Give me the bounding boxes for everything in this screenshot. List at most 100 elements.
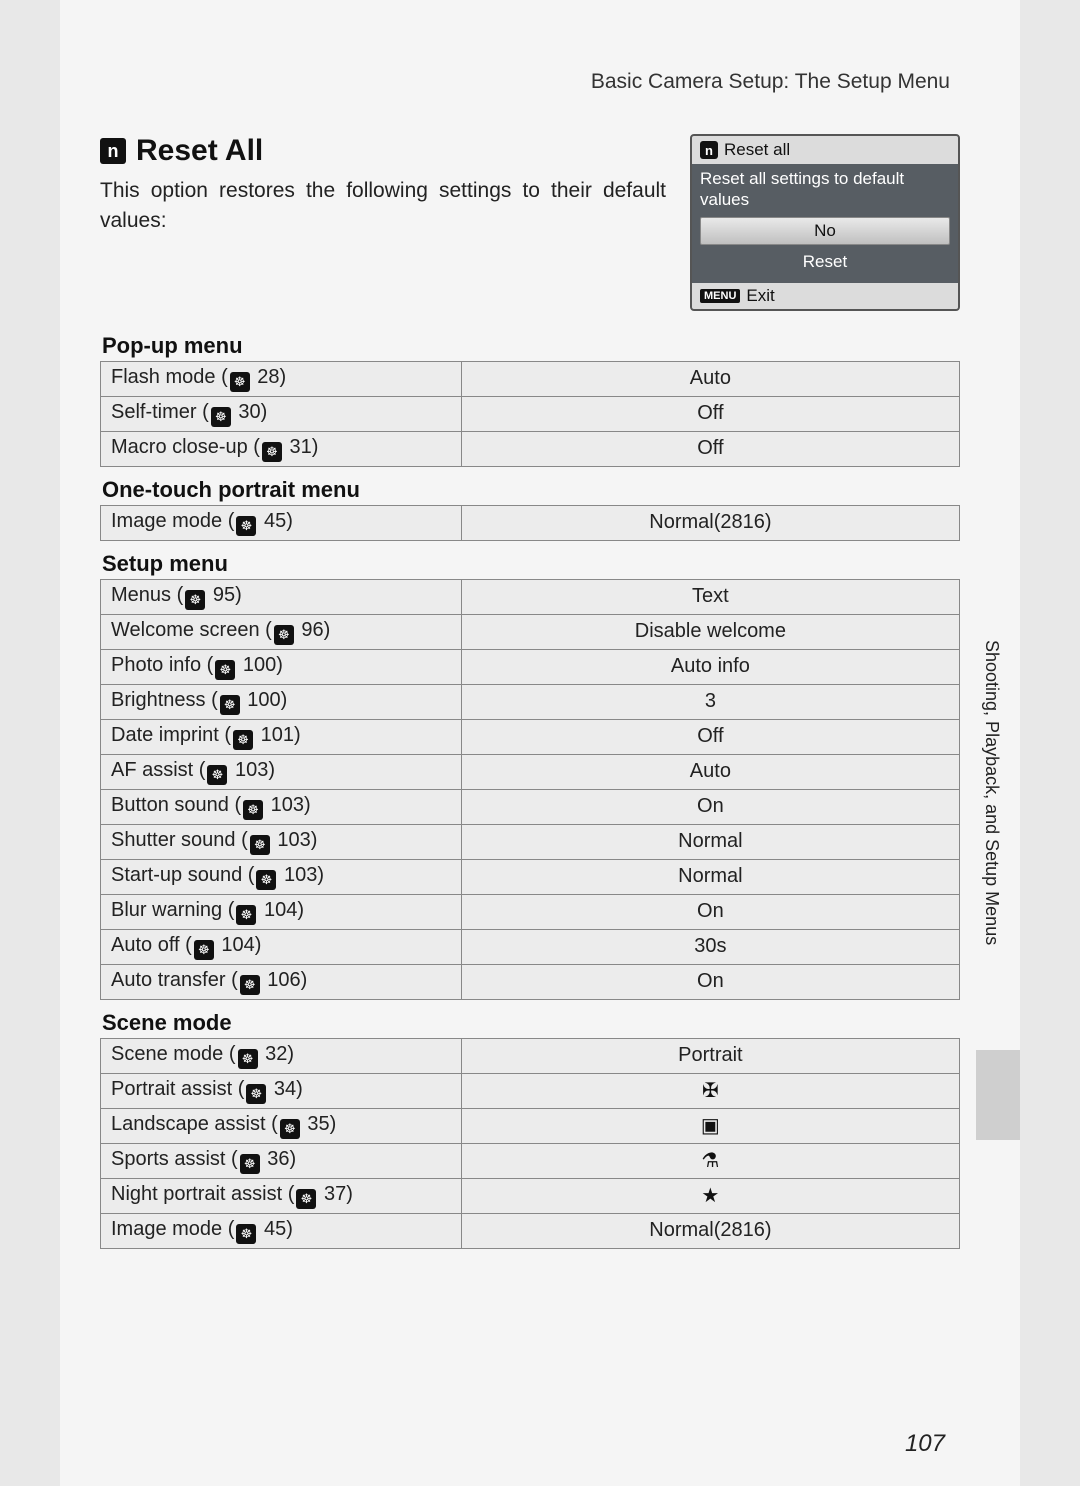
heading-description: This option restores the following setti…	[100, 176, 666, 237]
page-ref-number: 31)	[284, 436, 318, 458]
page-ref-icon: ☸	[240, 975, 260, 995]
page-ref-icon: ☸	[236, 1224, 256, 1244]
page-ref-number: 95)	[207, 584, 241, 606]
setting-label-cell: Auto off (☸ 104)	[101, 929, 462, 964]
page-ref-icon: ☸	[233, 730, 253, 750]
setting-label-cell: Auto transfer (☸ 106)	[101, 964, 462, 999]
page-ref-number: 103)	[229, 759, 275, 781]
table-row: Button sound (☸ 103)On	[101, 789, 960, 824]
reset-icon: n	[100, 138, 126, 164]
table-row: Photo info (☸ 100)Auto info	[101, 649, 960, 684]
lcd-option-reset: Reset	[700, 249, 950, 275]
lcd-preview: n Reset all Reset all settings to defaul…	[690, 134, 960, 311]
setting-label: Portrait assist	[111, 1078, 238, 1100]
lcd-footer: MENU Exit	[692, 283, 958, 309]
setting-label: Start-up sound	[111, 864, 248, 886]
night-icon: ★	[701, 1183, 719, 1208]
setting-label-cell: Shutter sound (☸ 103)	[101, 824, 462, 859]
setting-label: Flash mode	[111, 366, 221, 388]
table-section-title: One-touch portrait menu	[100, 477, 960, 503]
page-ref-icon: ☸	[236, 905, 256, 925]
page-ref-icon: ☸	[262, 442, 282, 462]
setting-label: AF assist	[111, 759, 199, 781]
page-ref-number: 45)	[258, 1218, 292, 1240]
page-ref-icon: ☸	[215, 660, 235, 680]
table-row: Image mode (☸ 45)Normal(2816)	[101, 1213, 960, 1248]
settings-table: Menus (☸ 95)TextWelcome screen (☸ 96)Dis…	[100, 579, 960, 1000]
table-row: Auto transfer (☸ 106)On	[101, 964, 960, 999]
setting-value-cell: Off	[461, 719, 959, 754]
setting-label: Scene mode	[111, 1043, 229, 1065]
page-ref-icon: ☸	[280, 1119, 300, 1139]
setting-value-cell: Text	[461, 579, 959, 614]
page-ref-number: 104)	[216, 934, 262, 956]
setting-value-cell: ✠	[461, 1073, 959, 1108]
page-number: 107	[905, 1430, 945, 1458]
page-ref-icon: ☸	[211, 407, 231, 427]
table-row: Shutter sound (☸ 103)Normal	[101, 824, 960, 859]
setting-label: Welcome screen	[111, 619, 265, 641]
setting-value-cell: On	[461, 789, 959, 824]
manual-page: Basic Camera Setup: The Setup Menu n Res…	[60, 0, 1020, 1486]
setting-label-cell: Landscape assist (☸ 35)	[101, 1108, 462, 1143]
lcd-titlebar: n Reset all	[692, 136, 958, 164]
setting-value-cell: ⚗	[461, 1143, 959, 1178]
setting-label: Image mode	[111, 1218, 228, 1240]
setting-label: Night portrait assist	[111, 1183, 288, 1205]
heading-title: Reset All	[136, 134, 263, 168]
page-ref-icon: ☸	[194, 940, 214, 960]
table-row: Start-up sound (☸ 103)Normal	[101, 859, 960, 894]
setting-label: Auto transfer	[111, 969, 231, 991]
table-row: Welcome screen (☸ 96)Disable welcome	[101, 614, 960, 649]
side-tab	[976, 1050, 1020, 1140]
setting-label-cell: Menus (☸ 95)	[101, 579, 462, 614]
lcd-exit-label: Exit	[746, 286, 774, 306]
page-ref-number: 45)	[258, 510, 292, 532]
tables-host: Pop-up menuFlash mode (☸ 28)AutoSelf-tim…	[100, 333, 960, 1249]
table-row: Self-timer (☸ 30)Off	[101, 396, 960, 431]
page-ref-icon: ☸	[230, 372, 250, 392]
table-row: Auto off (☸ 104)30s	[101, 929, 960, 964]
breadcrumb: Basic Camera Setup: The Setup Menu	[100, 70, 960, 94]
page-ref-number: 28)	[252, 366, 286, 388]
setting-label: Macro close-up	[111, 436, 253, 458]
setting-value-cell: Portrait	[461, 1038, 959, 1073]
setting-label-cell: AF assist (☸ 103)	[101, 754, 462, 789]
table-row: Flash mode (☸ 28)Auto	[101, 361, 960, 396]
settings-table: Image mode (☸ 45)Normal(2816)	[100, 505, 960, 541]
setting-label-cell: Blur warning (☸ 104)	[101, 894, 462, 929]
table-row: Menus (☸ 95)Text	[101, 579, 960, 614]
table-row: Image mode (☸ 45)Normal(2816)	[101, 505, 960, 540]
setting-label: Date imprint	[111, 724, 224, 746]
setting-label-cell: Button sound (☸ 103)	[101, 789, 462, 824]
lcd-option-no: No	[700, 217, 950, 245]
page-ref-icon: ☸	[250, 835, 270, 855]
page-ref-number: 37)	[318, 1183, 352, 1205]
page-ref-icon: ☸	[207, 765, 227, 785]
setting-value-cell: Normal	[461, 859, 959, 894]
page-ref-number: 103)	[272, 829, 318, 851]
setting-value-cell: Off	[461, 396, 959, 431]
setting-value-cell: 3	[461, 684, 959, 719]
settings-table: Scene mode (☸ 32)PortraitPortrait assist…	[100, 1038, 960, 1249]
setting-label-cell: Image mode (☸ 45)	[101, 1213, 462, 1248]
page-ref-number: 36)	[262, 1148, 296, 1170]
setting-label: Photo info	[111, 654, 207, 676]
table-row: AF assist (☸ 103)Auto	[101, 754, 960, 789]
setting-value-cell: ★	[461, 1178, 959, 1213]
table-row: Blur warning (☸ 104)On	[101, 894, 960, 929]
page-ref-number: 96)	[296, 619, 330, 641]
settings-table: Flash mode (☸ 28)AutoSelf-timer (☸ 30)Of…	[100, 361, 960, 467]
headline-text: n Reset All This option restores the fol…	[100, 134, 690, 237]
setting-label-cell: Brightness (☸ 100)	[101, 684, 462, 719]
landscape-icon: ▣	[701, 1113, 720, 1138]
page-ref-icon: ☸	[256, 870, 276, 890]
setting-value-cell: On	[461, 964, 959, 999]
table-row: Date imprint (☸ 101)Off	[101, 719, 960, 754]
setting-label-cell: Sports assist (☸ 36)	[101, 1143, 462, 1178]
setting-label: Menus	[111, 584, 177, 606]
page-ref-number: 35)	[302, 1113, 336, 1135]
setting-value-cell: Off	[461, 431, 959, 466]
setting-label: Button sound	[111, 794, 234, 816]
page-ref-number: 101)	[255, 724, 301, 746]
